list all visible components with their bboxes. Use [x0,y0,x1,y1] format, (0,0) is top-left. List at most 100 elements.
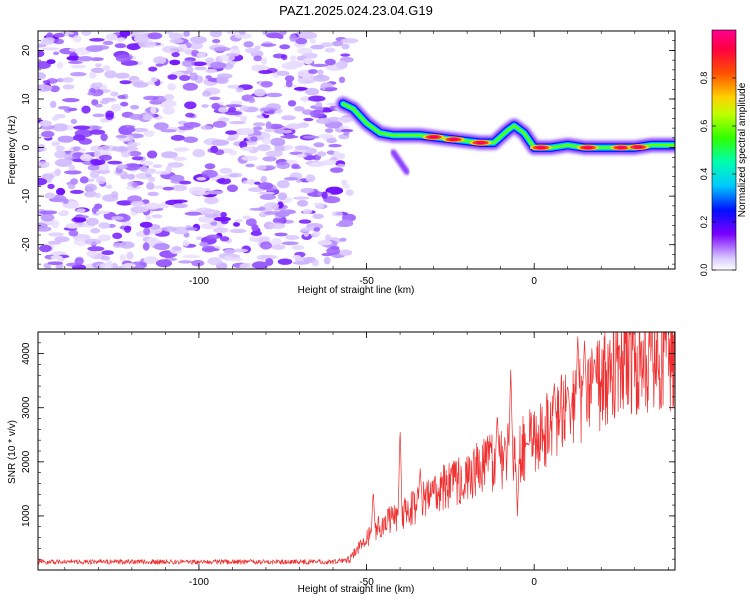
noise-blob [185,227,198,231]
noise-blob [100,133,108,142]
noise-blob [282,145,294,150]
noise-blob [333,150,340,157]
noise-blob [252,122,266,127]
noise-blob [196,176,207,181]
noise-blob [182,240,190,247]
noise-blob [184,101,197,110]
noise-blob [229,121,246,125]
noise-blob [260,43,277,47]
noise-blob [94,192,102,199]
noise-blob [217,177,232,185]
noise-blob [258,70,273,74]
noise-blob [41,125,55,131]
noise-blob [65,223,80,229]
noise-blob [167,83,176,91]
noise-blob [271,244,286,250]
noise-blob [100,255,111,261]
noise-blob [51,123,69,132]
y-tick-label: 3000 [21,396,32,419]
noise-blob [338,76,346,84]
colorbar-gradient [711,29,737,271]
noise-blob [172,156,187,161]
noise-blob [331,40,344,47]
noise-blob [218,107,229,113]
noise-blob [143,95,159,101]
noise-blob [340,38,359,44]
noise-blob [50,255,63,260]
noise-blob [51,116,59,121]
noise-blob [279,31,287,36]
noise-blob [300,187,315,194]
noise-blob [337,116,354,124]
noise-blob [321,191,328,199]
colorbar-tick-label: 0.4 [699,168,709,181]
noise-blob [262,156,277,162]
noise-blob [160,129,177,133]
noise-blob [120,101,129,107]
noise-blob [320,42,334,48]
noise-blob [68,164,76,171]
noise-blob [317,69,324,76]
noise-blob [338,219,354,227]
noise-blob [323,196,341,204]
noise-blob [162,45,179,54]
noise-blob [303,135,320,139]
noise-blob [204,163,216,170]
noise-blob [312,74,330,82]
noise-blob [146,150,158,159]
noise-blob [77,56,93,62]
colorbar-tick-label: 0.6 [699,120,709,133]
noise-blob [153,243,170,251]
noise-blob [115,54,131,63]
noise-blob [68,183,76,190]
noise-blob [240,115,247,123]
noise-blob [130,104,140,110]
ridge-peak-core [448,137,459,141]
noise-blob [173,147,189,152]
page-title: PAZ1.2025.024.23.04.G19 [279,3,433,18]
noise-blob [228,150,238,156]
noise-blob [167,162,184,168]
noise-blob [143,130,155,137]
noise-blob [38,43,47,48]
noise-blob [73,125,91,130]
noise-blob [155,170,171,175]
snr-panel: -100 -50 0 1000 2000 3000 4000 Height of strai… [7,331,676,595]
noise-blob [222,174,231,179]
noise-blob [191,61,207,67]
noise-blob [252,261,268,269]
colorbar: 0.0 0.2 0.4 0.6 0.8 Normalized spectral ampl… [699,29,748,276]
noise-blob [263,211,282,215]
noise-blob [47,183,55,190]
noise-blob [42,37,56,43]
noise-blob [47,261,63,266]
noise-blob [143,256,159,264]
noise-blob [248,179,256,186]
noise-blob [238,31,247,35]
noise-blob [119,130,132,135]
noise-blob [73,237,89,247]
noise-blob [64,170,82,175]
noise-blob [84,183,97,192]
noise-blob [302,58,313,65]
noise-blob [141,114,153,121]
y-tick-label: 4000 [21,342,32,365]
noise-blob [251,65,269,70]
noise-blob [324,58,336,66]
noise-blob [84,238,102,245]
noise-blob [146,237,159,244]
noise-blob [92,113,105,118]
noise-blob [41,130,55,138]
ridge-peak-core [633,145,644,149]
noise-blob [62,84,75,90]
noise-blob [266,32,284,39]
noise-blob [281,241,299,246]
noise-blob [140,160,154,167]
noise-blob [263,202,280,210]
noise-blob [153,122,169,130]
noise-blob [312,230,321,237]
noise-blob [67,124,74,131]
noise-blob [312,213,324,219]
noise-blob [145,174,152,178]
